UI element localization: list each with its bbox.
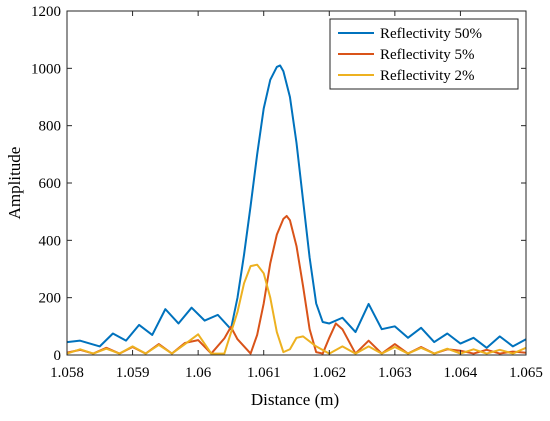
x-tick-label: 1.061 [247,365,281,381]
y-tick-label: 1000 [31,61,61,77]
legend-label-3: Reflectivity 2% [380,68,475,84]
x-tick-label: 1.06 [185,365,212,381]
y-tick-label: 800 [39,119,62,135]
axes: 1.058 1.059 1.06 1.061 1.062 1.063 1.064 1.065 0… [31,4,543,381]
legend-label-1: Reflectivity 50% [380,26,482,42]
x-tick-label: 1.058 [50,365,84,381]
x-tick-label: 1.065 [509,365,543,381]
x-tick-label: 1.062 [312,365,346,381]
legend: Reflectivity 50% Reflectivity 5% Reflectiv… [329,18,519,90]
x-tick-label: 1.063 [378,365,412,381]
x-tick-label: 1.064 [444,365,478,381]
x-axis-title: Distance (m) [251,390,339,409]
y-tick-label: 1200 [31,4,61,20]
legend-label-2: Reflectivity 5% [380,47,475,63]
y-tick-label: 600 [39,176,62,192]
y-tick-label: 200 [39,291,62,307]
y-tick-label: 0 [54,348,62,364]
x-tick-label: 1.059 [116,365,150,381]
y-tick-label: 400 [39,233,62,249]
plot-area [67,64,526,355]
series-line-1 [67,64,526,349]
series-line-3 [67,263,526,355]
y-axis-title: Amplitude [5,147,24,220]
